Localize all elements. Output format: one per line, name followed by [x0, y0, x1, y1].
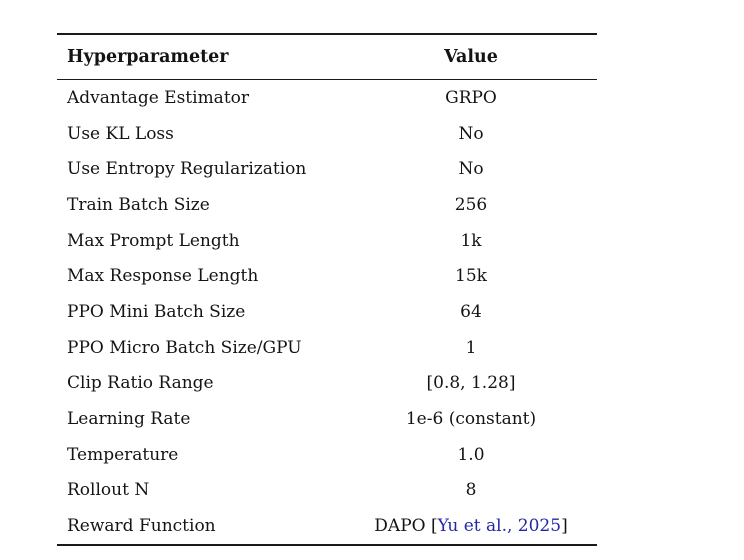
param-cell: Clip Ratio Range: [67, 373, 214, 394]
value-cell: 1e-6 (constant): [345, 409, 597, 429]
value-cell: 256: [345, 195, 597, 215]
value-cell: [0.8, 1.28]: [345, 373, 597, 393]
value-text: 1k: [460, 230, 482, 251]
table-row: Max Prompt Length 1k: [57, 223, 597, 259]
table-row: Max Response Length 15k: [57, 258, 597, 294]
value-text: GRPO: [445, 87, 497, 108]
param-cell: Train Batch Size: [67, 194, 210, 215]
value-text: ]: [561, 516, 568, 537]
table-row: PPO Mini Batch Size 64: [57, 294, 597, 330]
table-body: Advantage Estimator GRPO Use KL Loss No Use …: [57, 80, 597, 544]
table-row: Learning Rate 1e-6 (constant): [57, 401, 597, 437]
value-text: 256: [454, 194, 488, 215]
value-text: 8: [465, 480, 477, 501]
header-hyperparameter: Hyperparameter: [67, 47, 229, 67]
value-cell: 1: [345, 338, 597, 358]
param-cell: Temperature: [67, 444, 179, 465]
value-text: 1e-6 (constant): [405, 409, 537, 430]
citation-link[interactable]: Yu et al., 2025: [437, 516, 562, 537]
table-header-row: Hyperparameter Value: [57, 35, 597, 80]
table-row: Rollout N 8: [57, 473, 597, 509]
param-cell: Reward Function: [67, 516, 216, 537]
param-cell: Use KL Loss: [67, 123, 174, 144]
value-text: No: [458, 159, 484, 180]
header-value: Value: [444, 47, 498, 67]
param-cell: Max Response Length: [67, 266, 259, 287]
value-cell: 1k: [345, 231, 597, 251]
value-cell: GRPO: [345, 88, 597, 108]
value-cell: 8: [345, 480, 597, 500]
hyperparameter-table: Hyperparameter Value Advantage Estimator…: [57, 33, 597, 546]
value-cell: 1.0: [345, 445, 597, 465]
value-cell: DAPO [Yu et al., 2025]: [345, 516, 597, 536]
value-cell: 64: [345, 302, 597, 322]
table-row: Reward Function DAPO [Yu et al., 2025]: [57, 508, 597, 544]
table-row: Temperature 1.0: [57, 437, 597, 473]
table-row: Train Batch Size 256: [57, 187, 597, 223]
param-cell: Rollout N: [67, 480, 150, 501]
value-text: No: [458, 123, 484, 144]
value-text: 1: [465, 337, 477, 358]
value-cell: 15k: [345, 266, 597, 286]
value-text: 15k: [455, 266, 487, 287]
table-row: Clip Ratio Range [0.8, 1.28]: [57, 366, 597, 402]
table-row: Use KL Loss No: [57, 116, 597, 152]
value-text: [0.8, 1.28]: [426, 373, 516, 394]
value-cell: No: [345, 159, 597, 179]
param-cell: Advantage Estimator: [67, 87, 250, 108]
param-cell: Use Entropy Regularization: [67, 159, 307, 180]
param-cell: PPO Mini Batch Size: [67, 301, 246, 322]
param-cell: Max Prompt Length: [67, 230, 240, 251]
value-text: 1.0: [457, 444, 485, 465]
param-cell: PPO Micro Batch Size/GPU: [67, 337, 302, 358]
table-row: Use Entropy Regularization No: [57, 151, 597, 187]
value-text: DAPO [: [374, 516, 438, 537]
value-cell: No: [345, 124, 597, 144]
param-cell: Learning Rate: [67, 409, 191, 430]
table-row: Advantage Estimator GRPO: [57, 80, 597, 116]
value-text: 64: [460, 301, 482, 322]
table-row: PPO Micro Batch Size/GPU 1: [57, 330, 597, 366]
